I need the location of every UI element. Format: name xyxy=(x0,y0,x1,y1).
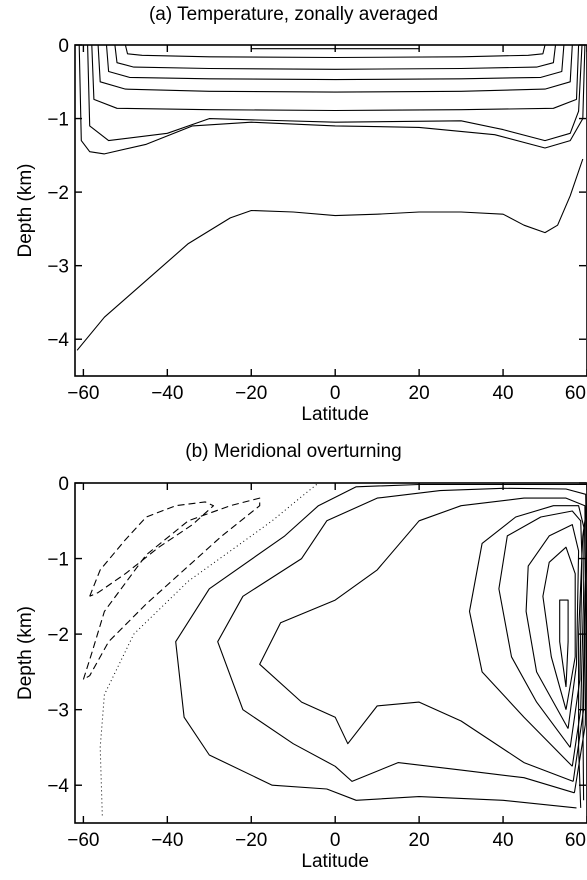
contour-line-a-5 xyxy=(91,44,580,112)
x-tick-label-a-5: 40 xyxy=(492,383,513,404)
contour-line-a-6 xyxy=(87,44,583,142)
y-tick-label-a-2: −2 xyxy=(47,183,69,204)
y-tick-label-a-0: 0 xyxy=(58,36,69,57)
x-tick-label-a-4: 20 xyxy=(409,383,430,404)
x-tick-label-b-6: 60 xyxy=(565,830,586,851)
x-tick-label-a-1: −40 xyxy=(151,383,183,404)
contour-line-b-12 xyxy=(99,482,319,816)
y-tick-label-b-2: −2 xyxy=(47,625,69,646)
x-tick-label-a-0: −60 xyxy=(67,383,99,404)
x-axis-title-b: Latitude xyxy=(301,851,369,872)
contour-line-b-1 xyxy=(82,497,261,680)
contour-line-a-4 xyxy=(97,44,573,93)
y-tick-label-a-3: −3 xyxy=(47,257,69,278)
contour-line-b-10 xyxy=(217,487,587,794)
contour-line-b-5 xyxy=(542,546,576,710)
x-tick-label-b-4: 20 xyxy=(409,830,430,851)
plot-frame-a xyxy=(74,44,587,377)
y-tick-label-b-0: 0 xyxy=(58,474,69,495)
contour-line-b-7 xyxy=(498,510,583,748)
contour-line-a-7 xyxy=(78,44,586,155)
plot-frame-b xyxy=(74,482,587,824)
x-axis-title-a: Latitude xyxy=(301,404,369,425)
y-tick-label-b-3: −3 xyxy=(47,701,69,722)
y-tick-label-a-4: −4 xyxy=(47,330,69,351)
x-tick-label-b-2: −20 xyxy=(235,830,267,851)
contour-line-a-2 xyxy=(114,44,557,70)
chart-a: −60 −40 −20 0 20 40 60 0 −1 −2 −3 −4 Latitude Depth (… xyxy=(15,36,587,425)
y-tick-label-b-4: −4 xyxy=(47,776,69,797)
y-axis-title-a: Depth (km) xyxy=(15,164,36,258)
chart-b-title: (b) Meridional overturning xyxy=(185,441,402,462)
x-tick-label-b-1: −40 xyxy=(151,830,183,851)
contour-line-a-1 xyxy=(124,44,546,59)
contour-line-b-9 xyxy=(259,497,587,782)
contour-line-b-4 xyxy=(559,599,569,688)
x-tick-label-b-5: 40 xyxy=(492,830,513,851)
contour-line-a-3 xyxy=(105,44,565,81)
x-tick-label-a-6: 60 xyxy=(565,383,586,404)
y-tick-label-b-1: −1 xyxy=(47,550,69,571)
contour-line-b-11 xyxy=(175,483,587,809)
contour-line-b-0 xyxy=(89,501,215,597)
x-tick-label-a-3: 0 xyxy=(330,383,341,404)
chart-b: −60 −40 −20 0 20 40 60 0 −1 −2 −3 −4 Latitude Depth (… xyxy=(15,474,587,872)
y-axis-title-b: Depth (km) xyxy=(15,606,36,700)
y-tick-label-a-1: −1 xyxy=(47,110,69,131)
x-tick-label-a-2: −20 xyxy=(235,383,267,404)
contour-line-b-6 xyxy=(525,524,580,729)
contour-line-b-8 xyxy=(468,505,585,767)
chart-a-title: (a) Temperature, zonally averaged xyxy=(148,4,439,25)
contour-line-b-3 xyxy=(578,505,587,808)
contour-line-a-8 xyxy=(76,158,584,351)
x-tick-label-b-0: −60 xyxy=(67,830,99,851)
x-tick-label-b-3: 0 xyxy=(330,830,341,851)
